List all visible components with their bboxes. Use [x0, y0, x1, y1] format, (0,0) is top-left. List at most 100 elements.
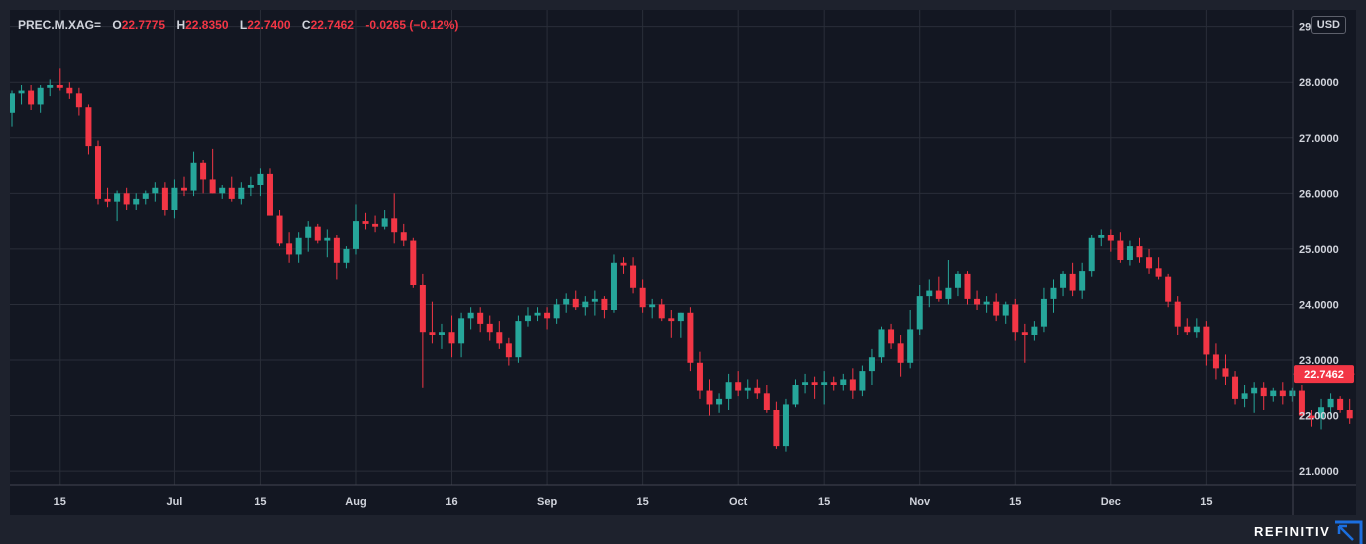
candle-body: [687, 312, 694, 363]
candle-body: [907, 329, 914, 363]
candle-body: [888, 329, 895, 344]
candle-body: [945, 287, 952, 299]
x-tick-label: Oct: [729, 496, 748, 508]
x-tick-label: Dec: [1101, 496, 1121, 508]
candlestick-chart[interactable]: 29.000028.000027.000026.000025.000024.00…: [10, 10, 1356, 515]
candle-body: [544, 312, 551, 319]
y-tick-label: 26.0000: [1299, 188, 1339, 200]
candle-body: [333, 237, 340, 263]
candle-body: [75, 93, 82, 108]
x-tick-label: Aug: [345, 496, 366, 508]
candle-body: [410, 240, 417, 285]
candle-body: [735, 382, 742, 391]
candle-body: [754, 387, 761, 394]
candle-body: [477, 312, 484, 324]
candle-body: [840, 379, 847, 385]
candle-body: [964, 273, 971, 299]
x-tick-label: Nov: [909, 496, 931, 508]
candle-body: [190, 162, 197, 191]
candle-body: [18, 90, 25, 94]
candle-body: [1232, 376, 1239, 399]
y-tick-label: 27.0000: [1299, 133, 1339, 145]
candle-body: [1318, 407, 1325, 419]
close-label: C: [301, 18, 311, 32]
candle-body: [802, 382, 809, 385]
candle-body: [1002, 304, 1009, 316]
candle-body: [286, 243, 293, 255]
candle-body: [400, 232, 407, 241]
candle-body: [66, 87, 73, 94]
last-price-badge: [1294, 365, 1354, 384]
brand-logo-text: REFINITIV: [1254, 524, 1331, 539]
candle-body: [630, 265, 637, 288]
candle-body: [1050, 287, 1057, 299]
y-tick-label: 22.0000: [1299, 411, 1339, 423]
x-tick-label: 15: [1200, 496, 1212, 508]
candle-body: [572, 298, 579, 308]
y-tick-label: 28.0000: [1299, 77, 1339, 89]
x-tick-label: 15: [254, 496, 266, 508]
candle-body: [429, 332, 436, 335]
candle-body: [849, 379, 856, 391]
candle-body: [954, 273, 961, 288]
candle-body: [1222, 368, 1229, 377]
x-tick-label: Jul: [166, 496, 182, 508]
candle-body: [897, 343, 904, 363]
x-tick-label: 15: [54, 496, 66, 508]
candle-body: [668, 318, 675, 322]
candle-body: [983, 301, 990, 305]
candle-body: [1060, 273, 1067, 288]
candle-body: [228, 187, 235, 199]
candle-body: [658, 304, 665, 319]
open-value: 22.7775: [121, 18, 166, 32]
candle-body: [610, 262, 617, 310]
last-price-label: 22.7462: [1304, 369, 1344, 381]
axes: 29.000028.000027.000026.000025.000024.00…: [10, 10, 1356, 515]
candle-body: [868, 357, 875, 372]
candle-body: [381, 218, 388, 227]
candle-body: [639, 287, 646, 308]
candle-body: [696, 362, 703, 391]
candle-body: [496, 332, 503, 344]
candle-body: [1126, 246, 1133, 260]
candle-body: [821, 382, 828, 385]
candle-body: [859, 371, 866, 391]
candle-body: [1117, 240, 1124, 260]
y-tick-label: 25.0000: [1299, 244, 1339, 256]
candle-body: [1069, 273, 1076, 291]
candle-body: [1136, 246, 1143, 258]
candle-body: [1308, 415, 1315, 419]
candle-body: [1289, 390, 1296, 397]
change-value: -0.0265 (−0.12%): [365, 18, 459, 32]
candle-body: [505, 343, 512, 358]
candle-body: [1298, 390, 1305, 416]
candle-body: [142, 193, 149, 199]
candle-body: [677, 312, 684, 322]
candle-body: [266, 173, 273, 216]
candle-body: [763, 393, 770, 410]
candle-body: [458, 318, 465, 344]
candle-body: [438, 332, 445, 335]
y-tick-label: 21.0000: [1299, 466, 1339, 478]
candle-series: [10, 68, 1353, 452]
ohlc-legend: PREC.M.XAG= O22.7775 H22.8350 L22.7400 C…: [18, 18, 458, 32]
candle-body: [1088, 237, 1095, 272]
candle-body: [1012, 304, 1019, 333]
currency-button[interactable]: USD: [1310, 16, 1346, 34]
candle-body: [620, 262, 627, 266]
candle-body: [1251, 387, 1258, 394]
candle-body: [486, 323, 493, 333]
candle-body: [649, 304, 656, 308]
candle-body: [247, 185, 254, 188]
chart-panel[interactable]: 29.000028.000027.000026.000025.000024.00…: [10, 10, 1356, 515]
candle-body: [180, 187, 187, 191]
candle-body: [553, 304, 560, 319]
candle-body: [123, 193, 130, 205]
candle-body: [1155, 268, 1162, 277]
candle-body: [926, 290, 933, 297]
candle-body: [974, 298, 981, 305]
candle-body: [591, 298, 598, 302]
candle-body: [582, 301, 589, 308]
open-label: O: [112, 18, 122, 32]
candle-body: [362, 221, 369, 224]
